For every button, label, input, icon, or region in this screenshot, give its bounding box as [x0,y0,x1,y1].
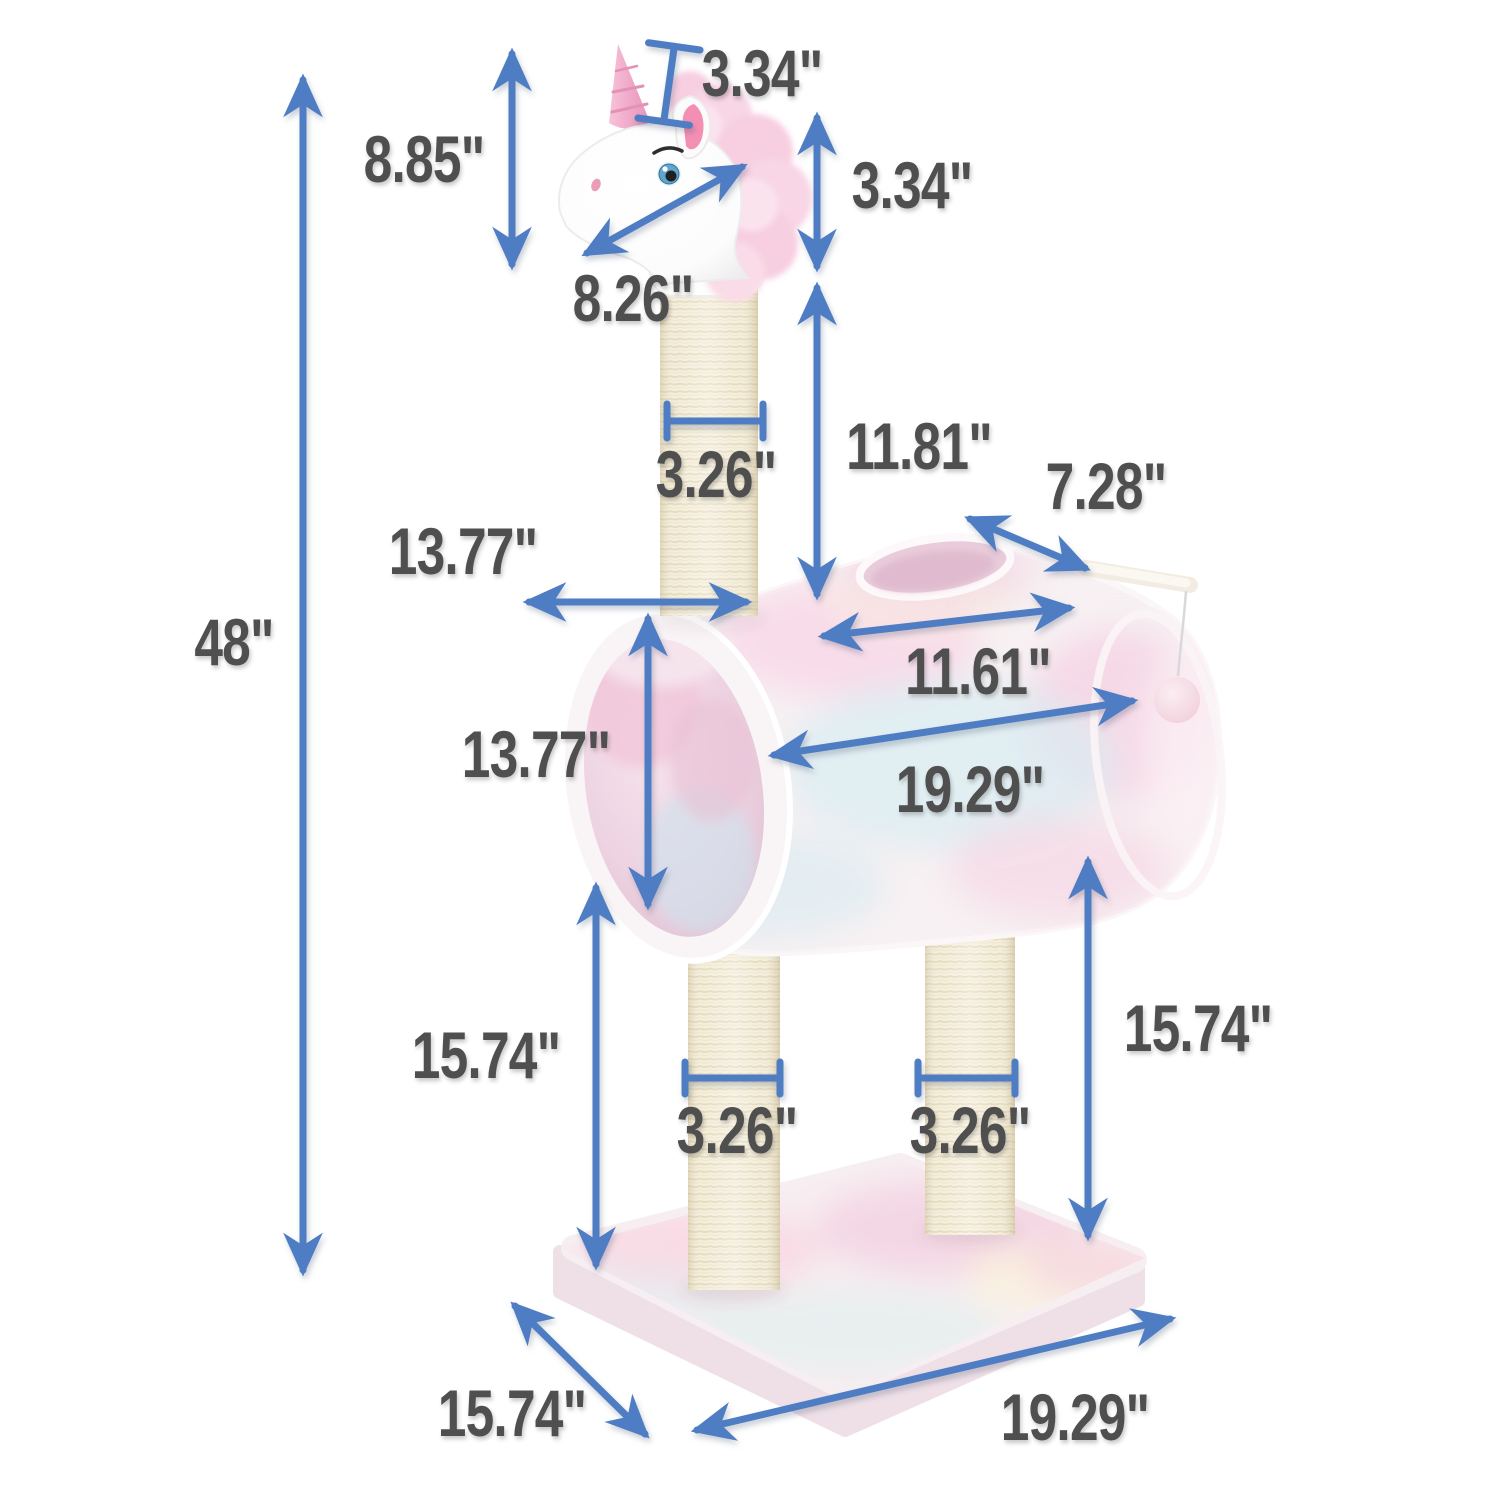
dim-label-tunnel-setback: 13.77" [388,514,538,588]
dim-label-neck-post-width: 3.26" [655,437,777,511]
arrow-base-depth [510,1301,650,1439]
dimension-arrows [283,39,1177,1441]
arrow-top-opening-width [964,515,1091,572]
dim-label-total-height: 48" [194,605,274,679]
left-scratching-post [681,930,785,1302]
ibeam-right-post-width [914,1058,1019,1098]
dim-label-tunnel-length: 19.29" [895,752,1045,826]
tunnel [559,533,1226,964]
arrow-tunnel-length [767,686,1139,770]
ibeam-neck-post-width [663,400,767,442]
dim-label-horn-height: 3.34" [701,36,823,110]
dim-label-left-post-height: 15.74" [411,1018,561,1092]
dim-label-base-depth: 15.74" [437,1376,587,1450]
eyebrow [652,146,684,155]
dim-label-tunnel-top-length: 11.61" [905,634,1051,708]
dim-label-head-clearance: 3.34" [851,148,973,222]
dim-label-neck-post-height: 11.81" [846,409,992,483]
dim-label-head-height: 8.85" [363,122,485,196]
horn [609,44,650,129]
ibeam-horn-height [634,39,704,129]
dim-label-base-width: 19.29" [1000,1380,1150,1454]
dim-label-top-opening-width: 7.28" [1045,449,1167,523]
teaser-wand [1078,560,1200,723]
right-scratching-post [920,895,1020,1244]
dim-label-head-length: 8.26" [572,261,694,335]
ibeam-left-post-width [681,1058,784,1098]
dim-label-right-post-width: 3.26" [909,1093,1031,1167]
dim-label-tunnel-opening-diameter: 13.77" [461,717,611,791]
arrow-tunnel-top-length [817,592,1076,652]
dim-label-right-post-height: 15.74" [1123,991,1273,1065]
arrow-head-length [581,163,748,257]
dim-label-left-post-width: 3.26" [676,1093,798,1167]
arrow-base-width [690,1308,1177,1441]
pom-pom-ball [1154,677,1200,723]
